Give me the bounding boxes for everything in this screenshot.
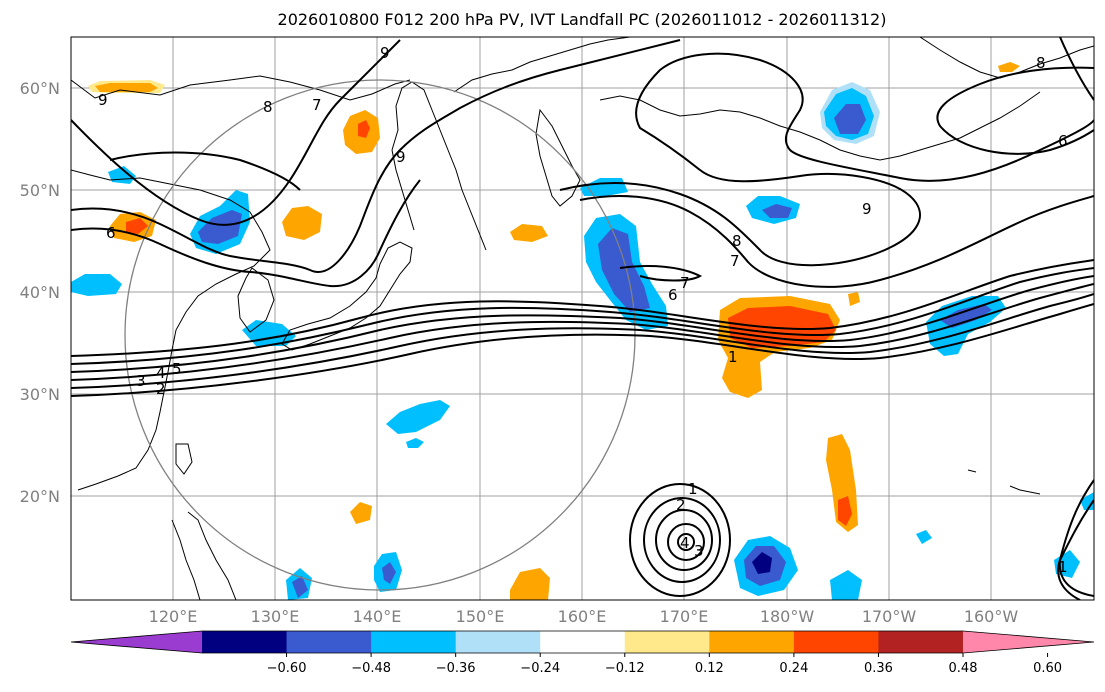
lon-label-160e: 160°E xyxy=(558,607,607,626)
colorbar-ticks: −0.60 −0.48 −0.36 −0.24 −0.12 0.12 0.24 0.36 0.4… xyxy=(267,653,1062,676)
colorbar-tick-label: 0.60 xyxy=(1033,661,1062,676)
contour-label-1a: 1 xyxy=(728,348,738,366)
colorbar-swatch xyxy=(709,631,795,653)
contour-label-8a: 8 xyxy=(263,98,273,116)
contour-label-9a: 9 xyxy=(380,44,390,62)
lat-label-60n: 60°N xyxy=(20,79,60,98)
map-frame xyxy=(70,36,1095,601)
colorbar-tick-label: 0.12 xyxy=(695,661,724,676)
contour-label-7b: 7 xyxy=(730,252,740,270)
lon-label-180w: 180°W xyxy=(760,607,815,626)
latitude-labels: 60°N 50°N 40°N 30°N 20°N xyxy=(20,79,60,506)
map-content: 9 9 9 9 8 8 8 7 7 7 6 6 6 5 4 4 3 3 2 2 … xyxy=(71,37,1094,600)
colorbar-tick-label: −0.60 xyxy=(267,661,307,676)
contour-label-9b: 9 xyxy=(862,200,872,218)
contour-label-6b: 6 xyxy=(1058,132,1068,150)
contour-label-1b: 1 xyxy=(688,480,698,498)
contour-label-4b: 4 xyxy=(680,534,690,552)
colorbar-outline xyxy=(70,630,1095,654)
colorbar-swatch xyxy=(540,631,626,653)
contour-label-6a: 6 xyxy=(106,224,116,242)
colorbar xyxy=(70,630,1095,654)
colorbar-swatch xyxy=(878,631,964,653)
lon-label-140e: 140°E xyxy=(353,607,402,626)
lat-label-20n: 20°N xyxy=(20,487,60,506)
contour-label-8b: 8 xyxy=(1036,54,1046,72)
lat-label-40n: 40°N xyxy=(20,283,60,302)
colorbar-tick-label: −0.48 xyxy=(351,661,391,676)
colorbar-swatch xyxy=(624,631,710,653)
pv-anomaly-shading xyxy=(71,62,1094,600)
colorbar-extend-high xyxy=(963,631,1094,653)
colorbar-tick-label: −0.24 xyxy=(520,661,560,676)
contour-label-8c: 8 xyxy=(732,232,742,250)
contour-label-7c: 7 xyxy=(680,274,690,292)
contour-label-1c: 1 xyxy=(1058,558,1068,576)
colorbar-tick-label: −0.36 xyxy=(436,661,476,676)
contour-label-5: 5 xyxy=(172,360,182,378)
colorbar-tick-label: 0.24 xyxy=(779,661,808,676)
lon-label-160w: 160°W xyxy=(964,607,1019,626)
map-title: 2026010800 F012 200 hPa PV, IVT Landfall… xyxy=(278,10,887,29)
colorbar-swatch xyxy=(455,631,541,653)
colorbar-swatch xyxy=(202,631,288,653)
longitude-labels: 120°E 130°E 140°E 150°E 160°E 170°E 180°… xyxy=(149,607,1019,626)
contour-labels: 9 9 9 9 8 8 8 7 7 7 6 6 6 5 4 4 3 3 2 2 … xyxy=(98,44,1068,576)
contour-label-9c: 9 xyxy=(396,148,406,166)
lon-label-150e: 150°E xyxy=(456,607,505,626)
contour-label-3b: 3 xyxy=(694,542,704,560)
contour-label-7a: 7 xyxy=(312,96,322,114)
lat-label-50n: 50°N xyxy=(20,181,60,200)
colorbar-tick-label: −0.12 xyxy=(605,661,645,676)
lon-label-130e: 130°E xyxy=(251,607,300,626)
lon-label-170w: 170°W xyxy=(862,607,917,626)
contour-label-3a: 3 xyxy=(136,372,146,390)
colorbar-swatch xyxy=(793,631,879,653)
lat-label-30n: 30°N xyxy=(20,385,60,404)
contour-label-4a: 4 xyxy=(156,364,166,382)
contour-label-2a: 2 xyxy=(156,380,166,398)
colorbar-swatch xyxy=(286,631,372,653)
ivt-contours xyxy=(71,37,1094,600)
lon-label-120e: 120°E xyxy=(149,607,198,626)
contour-label-9d: 9 xyxy=(98,91,108,109)
colorbar-tick-label: 0.48 xyxy=(949,661,978,676)
contour-label-6c: 6 xyxy=(668,286,678,304)
colorbar-tick-label: 0.36 xyxy=(864,661,893,676)
contour-label-2b: 2 xyxy=(676,496,686,514)
colorbar-swatch xyxy=(371,631,457,653)
colorbar-extend-low xyxy=(71,631,202,653)
lon-label-170e: 170°E xyxy=(660,607,709,626)
